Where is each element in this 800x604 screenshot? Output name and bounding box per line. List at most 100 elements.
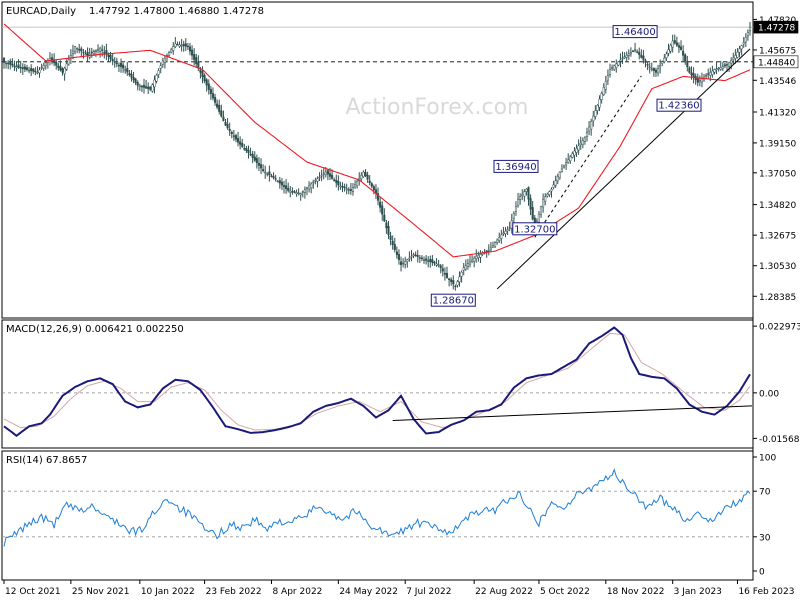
candle	[562, 164, 566, 169]
candle-body	[590, 121, 593, 130]
candle	[422, 256, 426, 264]
candle-body	[728, 62, 731, 67]
candle-body	[220, 110, 223, 117]
candle	[94, 49, 97, 57]
candle	[452, 275, 455, 290]
candle	[450, 277, 453, 286]
candle	[297, 188, 300, 196]
candle-body	[468, 261, 472, 265]
candle-body	[228, 128, 231, 132]
candle-body	[105, 50, 108, 55]
candle	[293, 190, 296, 194]
candle	[391, 235, 394, 250]
candle-body	[654, 69, 658, 73]
candle-body	[512, 213, 515, 219]
candle-body	[326, 170, 329, 175]
candle-body	[418, 257, 421, 259]
candle	[245, 145, 248, 153]
candle	[15, 61, 18, 72]
candle-body	[579, 142, 582, 146]
candle-body	[280, 181, 283, 186]
candle-body	[475, 255, 478, 260]
candle	[142, 78, 146, 94]
candle-body	[709, 72, 712, 76]
candle-body	[343, 186, 346, 189]
candle	[412, 252, 415, 259]
candle	[65, 59, 68, 72]
candle	[191, 45, 194, 60]
candle	[585, 127, 589, 142]
rsi-pane-title: RSI(14) 67.8657	[6, 455, 87, 466]
candle-body	[236, 138, 240, 143]
candle	[615, 59, 618, 73]
candle-body	[376, 193, 380, 201]
candle-body	[2, 57, 6, 63]
candle-body	[195, 57, 198, 65]
candle	[529, 194, 532, 216]
candle-body	[573, 150, 576, 156]
candle-body	[698, 80, 701, 83]
candle	[669, 43, 672, 54]
candle-body	[625, 55, 628, 58]
candle	[554, 175, 557, 188]
price-y-tick-label: 1.43546	[759, 77, 796, 87]
candle-body	[63, 67, 66, 75]
candle	[546, 192, 549, 198]
candle	[475, 249, 478, 263]
candle-body	[558, 171, 561, 178]
candle	[155, 73, 158, 84]
candle-body	[462, 267, 465, 271]
price-annotation: 1.46400	[612, 25, 658, 39]
candle-body	[640, 54, 643, 58]
candle-body	[416, 255, 419, 257]
candle-body	[596, 104, 599, 111]
candle	[216, 99, 219, 110]
candle	[19, 60, 22, 74]
candle	[548, 190, 551, 198]
candle	[652, 67, 655, 77]
candle	[460, 270, 463, 283]
candle-body	[744, 37, 747, 43]
candle-body	[659, 65, 662, 68]
candle	[73, 45, 77, 55]
candle-body	[427, 260, 430, 262]
candle	[684, 53, 687, 65]
candle-body	[422, 259, 426, 261]
candle	[659, 59, 662, 74]
candle-body	[441, 268, 444, 272]
candle	[168, 50, 171, 58]
candle-body	[274, 178, 277, 180]
candle	[728, 61, 731, 73]
candle-body	[460, 271, 463, 277]
candle-body	[7, 62, 10, 65]
candle-body	[299, 193, 302, 196]
candle-body	[15, 66, 18, 69]
candle	[558, 171, 561, 180]
candle-body	[368, 180, 371, 184]
candle-body	[5, 62, 8, 65]
x-axis-tick-label: 7 Jul 2022	[406, 587, 451, 597]
candle-body	[410, 256, 413, 258]
candle-body	[322, 173, 325, 175]
candle	[34, 67, 37, 76]
candle-body	[690, 72, 693, 76]
candle	[226, 118, 229, 130]
candle-body	[742, 42, 745, 45]
candle	[159, 62, 162, 74]
candle	[679, 40, 683, 51]
rsi-y-tick-label: 70	[759, 488, 771, 498]
candle-body	[13, 65, 16, 67]
candle	[119, 58, 123, 73]
candle-body	[385, 222, 388, 229]
candle-body	[667, 49, 670, 54]
candle-body	[458, 276, 461, 283]
candle-body	[713, 69, 716, 73]
candle	[389, 231, 392, 246]
candle-body	[320, 175, 323, 177]
level-price-tag-box	[753, 55, 799, 69]
macd-line	[3, 326, 751, 438]
candle-body	[73, 46, 77, 53]
x-axis-tick-label: 22 Aug 2022	[475, 587, 533, 597]
candle	[372, 184, 375, 195]
candle-body	[366, 174, 369, 180]
